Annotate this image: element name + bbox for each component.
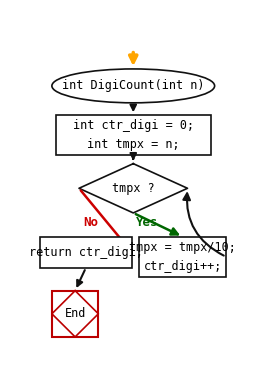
Text: return ctr_digi;: return ctr_digi;: [29, 246, 143, 259]
FancyBboxPatch shape: [56, 115, 211, 155]
Text: tmpx ?: tmpx ?: [112, 182, 155, 195]
Text: Yes: Yes: [136, 217, 158, 230]
Ellipse shape: [52, 69, 214, 103]
Polygon shape: [79, 163, 187, 213]
Text: End: End: [64, 307, 86, 320]
FancyBboxPatch shape: [52, 291, 98, 337]
Text: tmpx = tmpx/10;
ctr_digi++;: tmpx = tmpx/10; ctr_digi++;: [129, 241, 236, 273]
Text: int DigiCount(int n): int DigiCount(int n): [62, 79, 205, 92]
Text: int ctr_digi = 0;
int tmpx = n;: int ctr_digi = 0; int tmpx = n;: [73, 119, 194, 151]
FancyBboxPatch shape: [40, 237, 132, 268]
FancyBboxPatch shape: [139, 237, 226, 277]
Text: No: No: [83, 217, 98, 230]
